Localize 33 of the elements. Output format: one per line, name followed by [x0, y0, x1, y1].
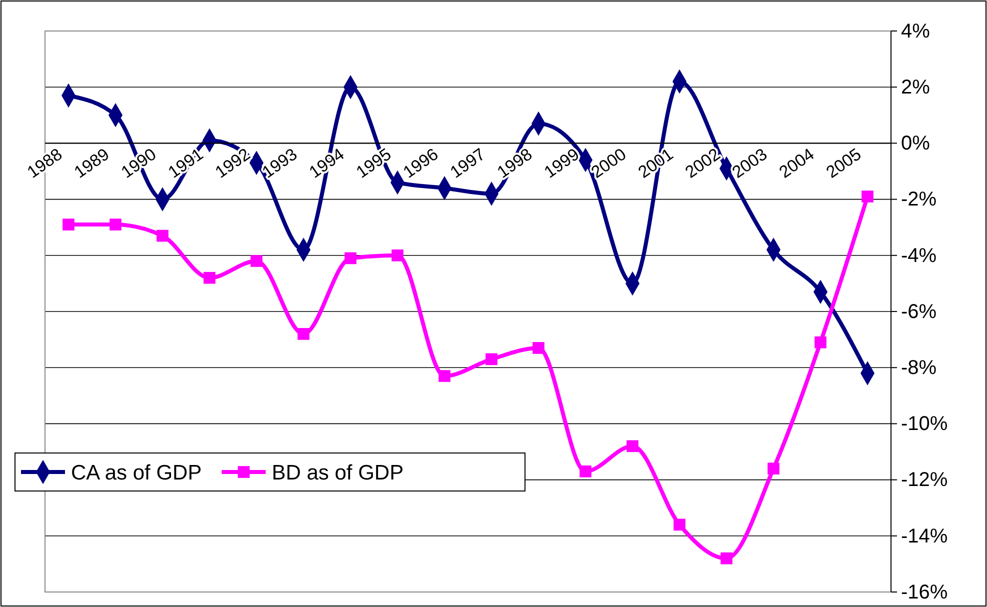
point [250, 255, 262, 267]
y-tick-label: -10% [901, 413, 948, 436]
point [344, 252, 356, 264]
x-tick-label: 1991 [164, 144, 207, 182]
legend-label: BD as of GDP [272, 461, 404, 484]
point [392, 249, 404, 262]
point [204, 272, 216, 284]
point [438, 370, 450, 382]
y-tick-label: -12% [901, 469, 948, 492]
point [862, 190, 874, 202]
y-tick-label: 2% [901, 76, 930, 98]
point [814, 336, 826, 348]
x-tick-label: 2001 [634, 144, 677, 182]
point [110, 218, 122, 230]
legend-label: CA as of GDP [71, 461, 202, 484]
y-tick-label: -2% [901, 188, 937, 211]
y-tick-label: 0% [901, 132, 930, 155]
point [580, 465, 592, 478]
point [674, 518, 686, 531]
point [298, 328, 310, 340]
point [62, 218, 74, 230]
point [768, 462, 780, 474]
point [532, 342, 544, 354]
y-tick-label: -6% [901, 300, 937, 323]
point [156, 230, 168, 242]
point [626, 440, 638, 452]
y-tick-label: -14% [901, 525, 948, 548]
point [486, 353, 498, 366]
y-tick-label: -4% [901, 244, 937, 267]
y-tick-label: 4% [901, 20, 930, 42]
point [720, 552, 732, 564]
y-tick-label: -16% [901, 581, 948, 604]
y-tick-label: -8% [901, 357, 937, 379]
